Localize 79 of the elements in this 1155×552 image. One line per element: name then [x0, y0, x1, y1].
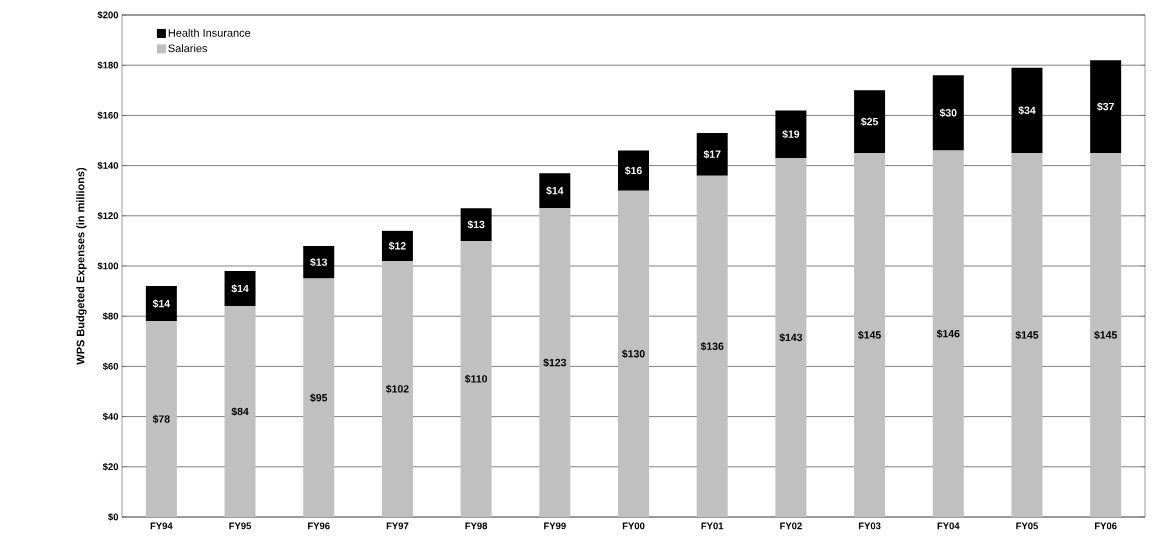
data-label: $84 — [231, 407, 249, 416]
legend-label: Health Insurance — [168, 28, 251, 37]
y-tick-label: $180 — [97, 61, 119, 70]
bar — [618, 190, 650, 517]
data-label: $136 — [700, 342, 724, 351]
x-tick-label: FY03 — [858, 522, 881, 530]
data-label: $19 — [782, 129, 800, 139]
data-label: $123 — [543, 358, 567, 367]
bar — [539, 208, 571, 517]
data-label: $110 — [464, 374, 488, 384]
x-tick-label: FY05 — [1016, 522, 1039, 530]
bar — [381, 230, 413, 261]
x-tick-label: FY01 — [701, 522, 724, 530]
data-label: $30 — [939, 108, 957, 118]
y-tick-label: $20 — [102, 462, 119, 471]
bar — [1011, 67, 1043, 154]
data-label: $130 — [622, 349, 645, 359]
x-tick-label: FY97 — [386, 522, 409, 530]
x-tick-label: FY94 — [150, 522, 173, 530]
y-tick-label: $100 — [97, 262, 119, 270]
bar — [460, 240, 492, 517]
bar — [539, 173, 571, 209]
data-label: $95 — [310, 393, 328, 403]
data-label: $25 — [861, 117, 879, 126]
bar — [696, 175, 728, 517]
bar — [303, 245, 335, 279]
bar — [1090, 153, 1122, 517]
y-tick-label: $80 — [102, 312, 119, 321]
bar — [775, 110, 807, 159]
data-label: $17 — [703, 150, 721, 159]
bar — [224, 306, 256, 517]
data-label: $102 — [385, 384, 409, 394]
y-tick-label: $120 — [97, 211, 119, 220]
data-label: $12 — [388, 241, 406, 251]
bar — [854, 153, 886, 517]
bar — [460, 208, 492, 241]
data-label: $13 — [467, 220, 485, 229]
data-label: $145 — [1094, 330, 1117, 340]
y-tick-label: $200 — [97, 11, 119, 19]
x-tick-label: FY99 — [544, 522, 566, 530]
x-tick-label: FY00 — [622, 522, 645, 530]
legend-label: Salaries — [168, 44, 208, 53]
bar — [303, 278, 335, 517]
x-tick-label: FY95 — [229, 522, 252, 530]
data-label: $14 — [546, 186, 564, 195]
data-label: $145 — [1015, 330, 1039, 340]
x-tick-label: FY96 — [308, 522, 330, 530]
bar — [775, 158, 807, 517]
y-tick-label: $0 — [108, 513, 119, 521]
bar — [381, 260, 413, 517]
y-axis-title: WPS Budgeted Expenses (in millions) — [76, 167, 87, 365]
data-label: $146 — [936, 329, 960, 339]
x-tick-label: FY04 — [937, 522, 960, 530]
y-tick-label: $160 — [97, 111, 119, 120]
data-label: $34 — [1018, 106, 1036, 115]
bar — [145, 286, 177, 322]
bar — [618, 150, 650, 191]
bar — [696, 132, 728, 176]
bar — [1090, 60, 1122, 154]
bar — [854, 90, 886, 154]
data-label: $145 — [858, 330, 881, 340]
bar — [145, 321, 177, 517]
bar — [932, 75, 964, 151]
data-label: $143 — [779, 333, 803, 342]
bar — [1011, 153, 1043, 517]
data-label: $13 — [310, 257, 328, 267]
y-tick-label: $140 — [97, 161, 119, 170]
bar — [224, 271, 256, 307]
x-tick-label: FY98 — [465, 522, 488, 530]
y-tick-label: $60 — [102, 362, 119, 371]
data-label: $16 — [624, 166, 642, 175]
x-tick-label: FY06 — [1094, 522, 1117, 530]
data-label: $78 — [152, 414, 170, 424]
data-label: $14 — [231, 284, 249, 293]
bar — [932, 150, 964, 517]
y-tick-label: $40 — [102, 412, 119, 421]
x-tick-label: FY02 — [780, 522, 802, 530]
data-label: $14 — [152, 299, 170, 308]
data-label: $37 — [1097, 102, 1114, 111]
